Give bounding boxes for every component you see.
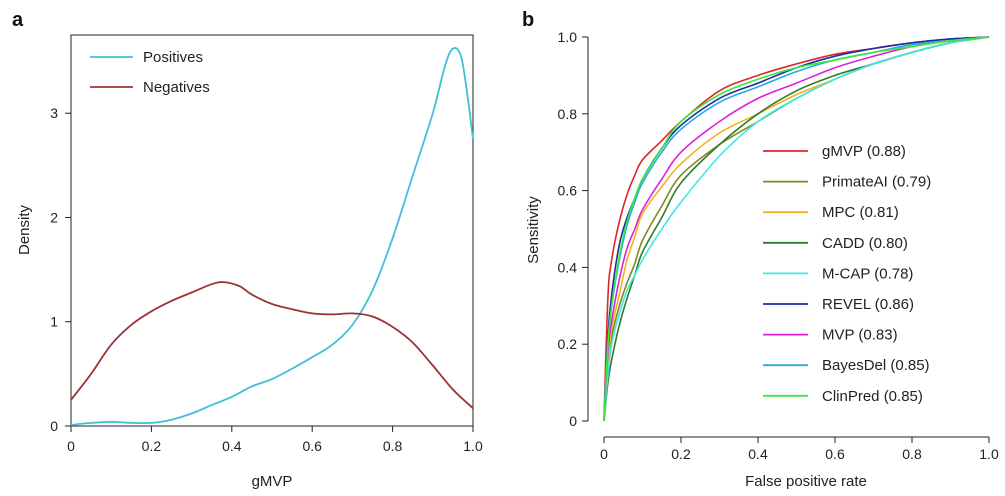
panel-a-x-tick-label: 0.2 [142, 438, 162, 454]
panel-b-xlabel: False positive rate [745, 473, 867, 490]
panel-b: b False positive rate Sensitivity 0 0.2 0.… [522, 9, 999, 490]
panel-b-series [603, 36, 990, 422]
panel-b-letter: b [522, 9, 534, 31]
panel-a-legend: Positives Negatives [90, 49, 210, 96]
panel-b-legend-label: MVP (0.83) [822, 327, 898, 344]
panel-a-x-tick-label: 0.8 [383, 438, 403, 454]
panel-b-y-tick-label: 0.2 [558, 336, 578, 352]
panel-a-x-axis: 0 0.2 0.4 0.6 0.8 1.0 [67, 426, 483, 454]
panel-b-legend-label: M-CAP (0.78) [822, 265, 913, 282]
panel-b-roc-line-mvp [603, 36, 990, 422]
panel-b-x-axis: 0 0.2 0.4 0.6 0.8 1.0 [600, 437, 999, 462]
panel-a-series-line-negatives [70, 281, 474, 409]
panel-b-x-tick-label: 0 [600, 446, 608, 462]
panel-a-x-tick-label: 0 [67, 438, 75, 454]
panel-a-x-tick-label: 0.4 [222, 438, 242, 454]
panel-b-y-tick-label: 0.4 [558, 259, 578, 275]
panel-b-y-tick-label: 0 [569, 413, 577, 429]
panel-a-legend-label: Negatives [143, 79, 210, 96]
panel-b-x-tick-label: 0.2 [671, 446, 691, 462]
panel-a-ylabel: Density [16, 204, 33, 255]
panel-a-legend-label: Positives [143, 49, 203, 66]
panel-b-x-tick-label: 0.6 [825, 446, 845, 462]
panel-b-y-axis: 0 0.2 0.4 0.6 0.8 1.0 [558, 29, 588, 429]
panel-a-y-tick-label: 2 [50, 209, 58, 225]
panel-b-y-tick-label: 1.0 [558, 29, 578, 45]
panel-a-xlabel: gMVP [252, 473, 293, 490]
panel-b-roc-line-m-cap [603, 36, 990, 422]
panel-a-y-tick-label: 3 [50, 105, 58, 121]
panel-a-y-tick-label: 0 [50, 418, 58, 434]
panel-b-roc-line-clinpred [603, 36, 990, 422]
panel-b-y-tick-label: 0.6 [558, 183, 578, 199]
panel-b-legend-label: CADD (0.80) [822, 235, 908, 252]
panel-b-legend-label: PrimateAI (0.79) [822, 174, 931, 191]
panel-b-legend-label: ClinPred (0.85) [822, 388, 923, 405]
panel-b-legend-label: MPC (0.81) [822, 204, 899, 221]
panel-b-ylabel: Sensitivity [525, 196, 542, 264]
panel-b-legend: gMVP (0.88) PrimateAI (0.79) MPC (0.81) CAD… [763, 143, 931, 405]
panel-a-frame [70, 34, 474, 427]
panel-a-series-line-positives [70, 47, 474, 426]
panel-b-x-tick-label: 1.0 [979, 446, 999, 462]
panel-b-legend-label: REVEL (0.86) [822, 296, 914, 313]
panel-b-x-tick-label: 0.4 [748, 446, 768, 462]
panel-b-legend-label: BayesDel (0.85) [822, 357, 930, 374]
panel-a-y-axis: 0 1 2 3 [50, 105, 71, 434]
panel-b-roc-line-revel [603, 36, 990, 422]
panel-b-y-tick-label: 0.8 [558, 106, 578, 122]
panel-a-x-tick-label: 1.0 [463, 438, 483, 454]
panel-b-legend-label: gMVP (0.88) [822, 143, 906, 160]
panel-a-y-tick-label: 1 [50, 314, 58, 330]
panel-a-x-tick-label: 0.6 [302, 438, 322, 454]
panel-a-letter: a [12, 9, 24, 31]
panel-b-x-tick-label: 0.8 [902, 446, 922, 462]
panel-a-series [70, 47, 474, 426]
panel-a: a gMVP Density 0 0.2 0.4 0.6 0.8 1.0 0 1 2 3 Pos… [12, 9, 483, 490]
